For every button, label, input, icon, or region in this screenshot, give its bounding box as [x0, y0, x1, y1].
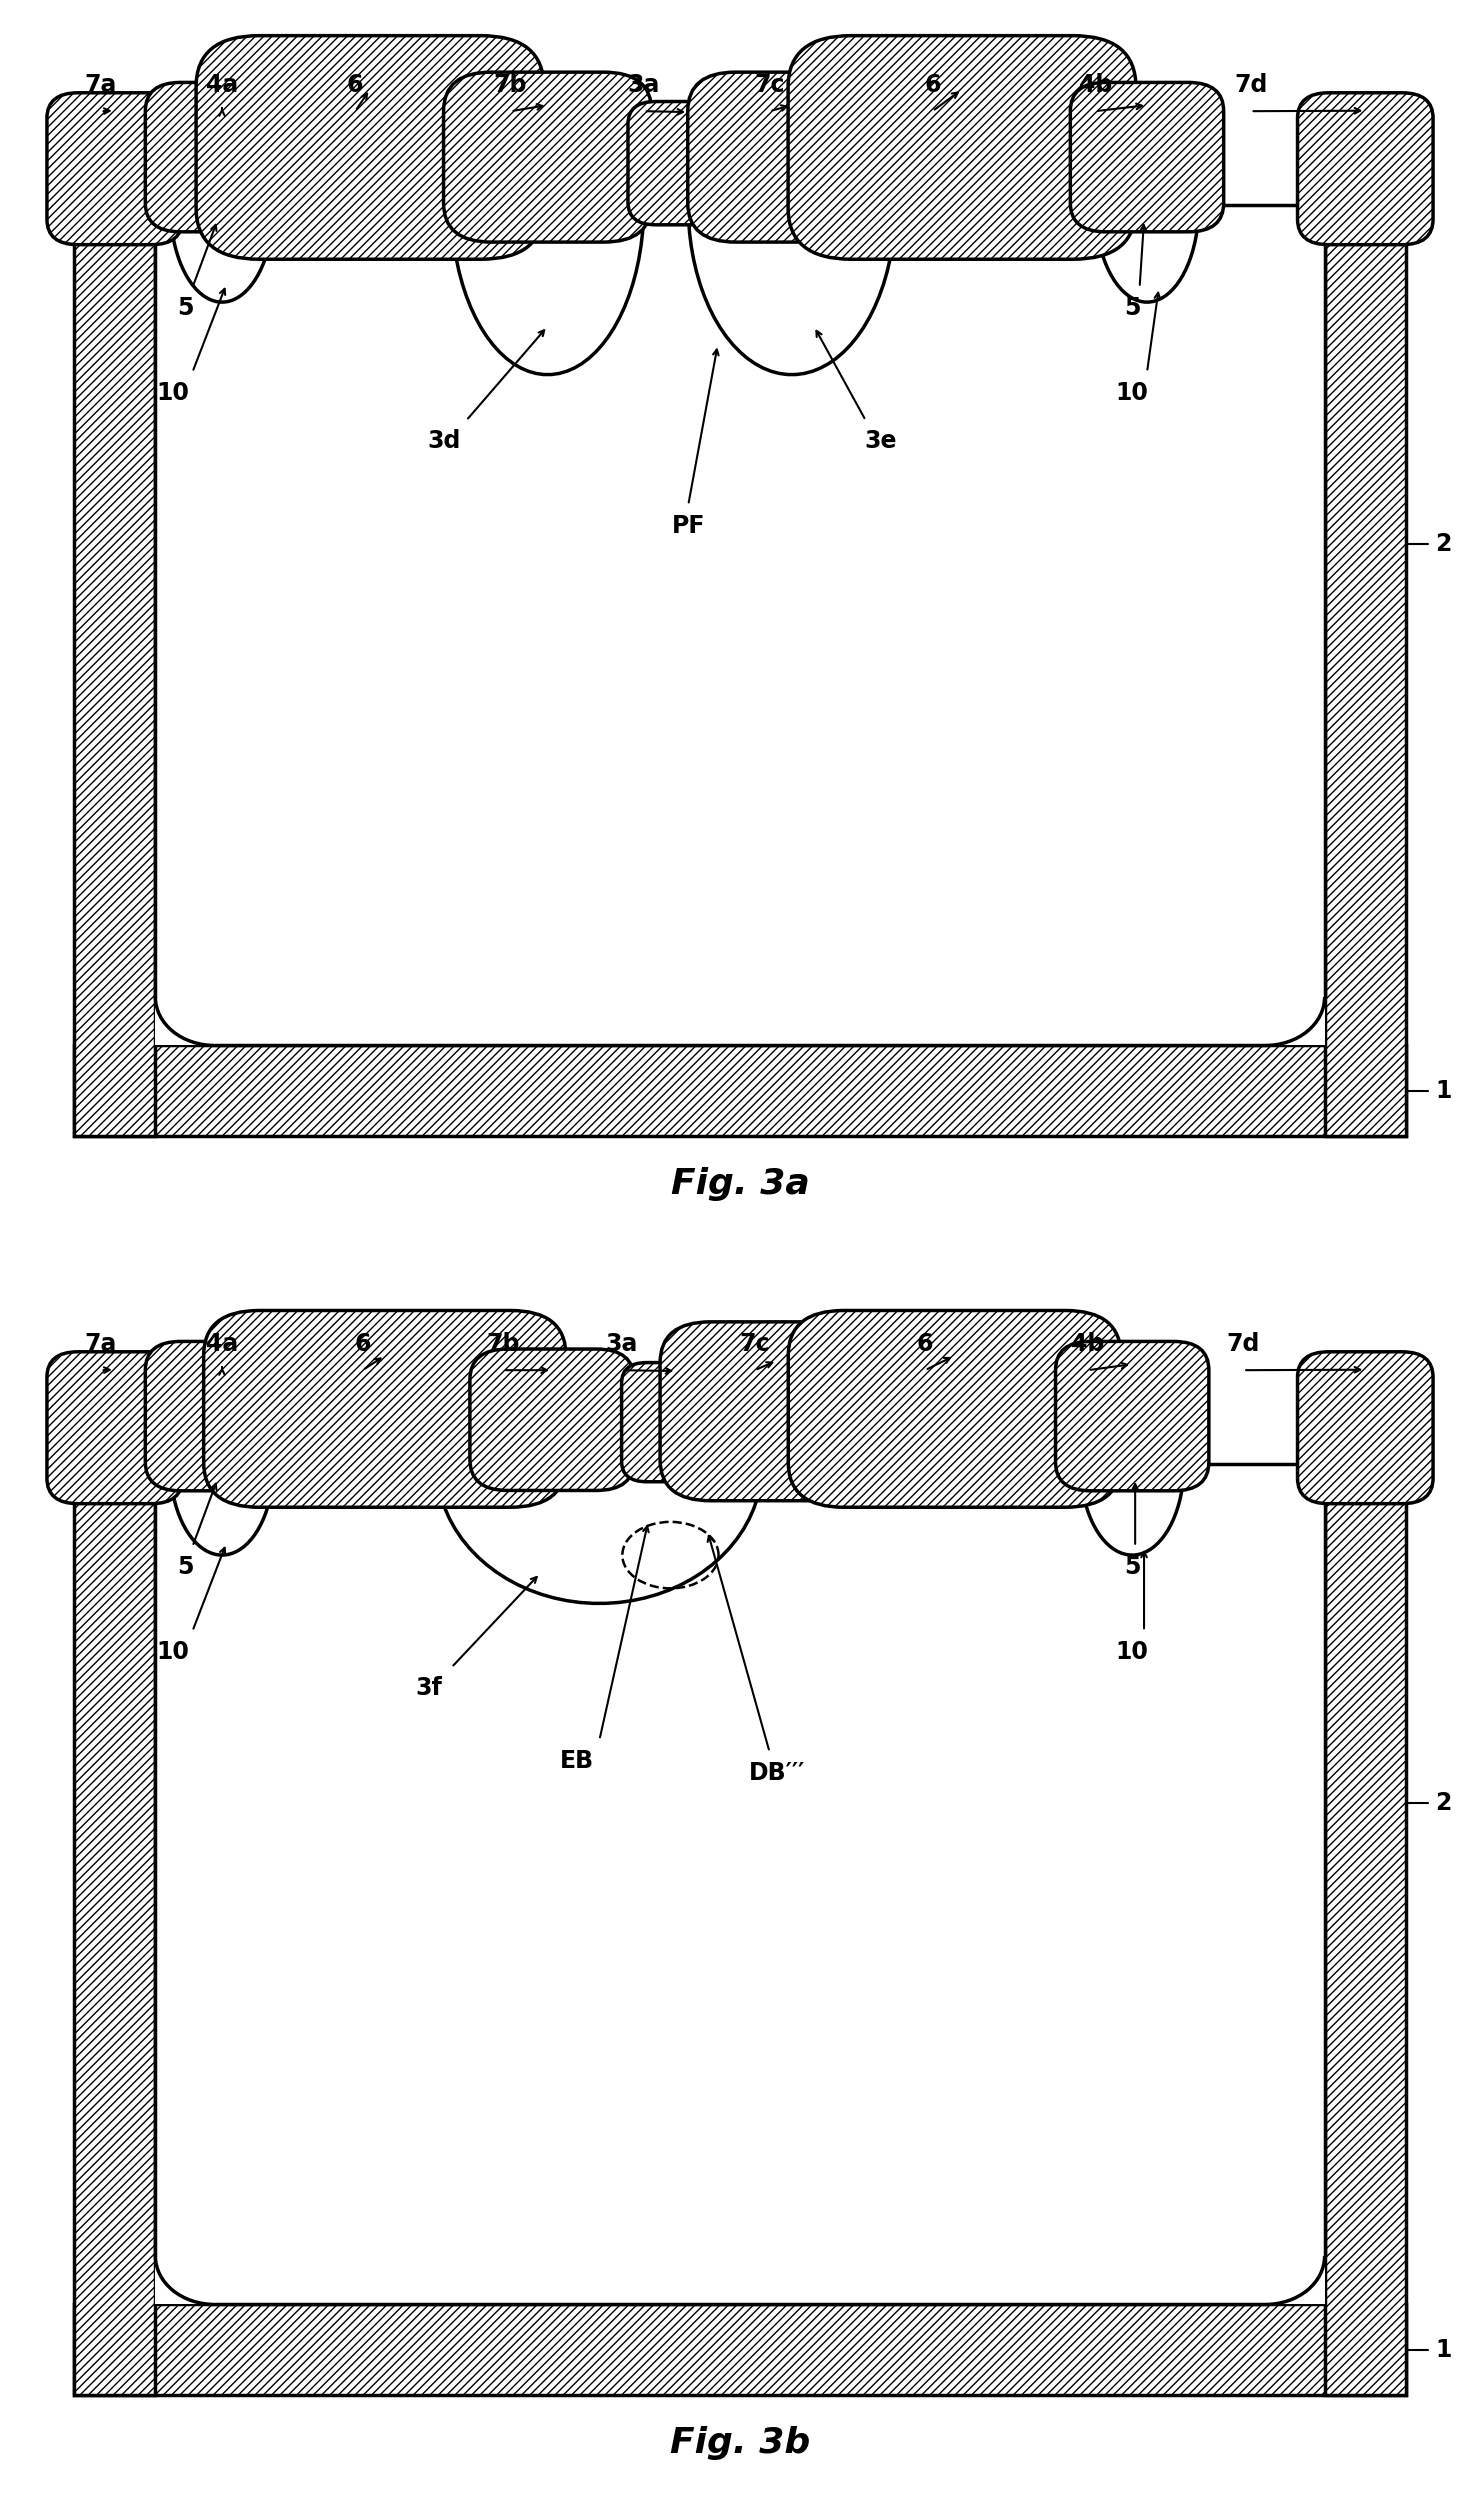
FancyBboxPatch shape — [47, 93, 182, 244]
Bar — [155, 1453, 1325, 2304]
Text: EB: EB — [559, 1747, 595, 1773]
Text: 6: 6 — [354, 1332, 371, 1355]
Text: 10: 10 — [1116, 1639, 1148, 1664]
Bar — [155, 194, 1325, 1045]
FancyBboxPatch shape — [1298, 1352, 1433, 1503]
FancyBboxPatch shape — [444, 73, 651, 242]
Text: 7d: 7d — [1227, 1332, 1259, 1355]
Bar — [74, 194, 155, 1136]
Text: 10: 10 — [157, 1639, 189, 1664]
Text: 6: 6 — [924, 73, 941, 96]
Text: 7a: 7a — [84, 1332, 117, 1355]
Bar — [74, 1453, 155, 2395]
Text: 3a: 3a — [605, 1332, 638, 1355]
FancyBboxPatch shape — [628, 101, 749, 224]
Text: DB′′′: DB′′′ — [749, 1760, 805, 1785]
FancyBboxPatch shape — [204, 1309, 565, 1508]
Text: 7d: 7d — [1234, 73, 1267, 96]
Text: 7c: 7c — [755, 73, 784, 96]
Text: Fig. 3a: Fig. 3a — [670, 1168, 810, 1201]
FancyBboxPatch shape — [789, 35, 1137, 259]
FancyBboxPatch shape — [469, 1350, 633, 1491]
Bar — [74, 2304, 1406, 2395]
Text: 5: 5 — [1123, 297, 1141, 320]
Text: 7b: 7b — [494, 73, 527, 96]
Text: 4a: 4a — [206, 73, 238, 96]
Text: 1: 1 — [1436, 2337, 1452, 2362]
FancyBboxPatch shape — [789, 1309, 1120, 1508]
FancyBboxPatch shape — [145, 83, 299, 232]
Text: 4a: 4a — [206, 1332, 238, 1355]
Text: 3f: 3f — [416, 1677, 443, 1700]
Text: 5: 5 — [176, 1556, 194, 1579]
Text: PF: PF — [672, 514, 704, 539]
Text: 5: 5 — [176, 297, 194, 320]
Text: 2: 2 — [1436, 1790, 1452, 1815]
Text: 7c: 7c — [740, 1332, 770, 1355]
Text: 10: 10 — [1116, 380, 1148, 405]
Text: 3e: 3e — [864, 428, 897, 453]
Text: 3d: 3d — [428, 428, 460, 453]
Text: 5: 5 — [1123, 1556, 1141, 1579]
Text: 4b: 4b — [1072, 1332, 1104, 1355]
Bar — [74, 1045, 1406, 1136]
Text: 6: 6 — [916, 1332, 934, 1355]
Text: 7b: 7b — [487, 1332, 519, 1355]
FancyBboxPatch shape — [47, 1352, 182, 1503]
FancyBboxPatch shape — [145, 1342, 299, 1491]
Bar — [1325, 1453, 1406, 2395]
FancyBboxPatch shape — [1055, 1342, 1209, 1491]
Text: Fig. 3b: Fig. 3b — [670, 2427, 810, 2460]
FancyBboxPatch shape — [195, 35, 543, 259]
FancyBboxPatch shape — [688, 73, 895, 242]
Text: 2: 2 — [1436, 531, 1452, 556]
Text: 7a: 7a — [84, 73, 117, 96]
Text: 10: 10 — [157, 380, 189, 405]
Text: 3a: 3a — [628, 73, 660, 96]
FancyBboxPatch shape — [622, 1362, 731, 1481]
Text: 4b: 4b — [1079, 73, 1111, 96]
FancyBboxPatch shape — [1070, 83, 1224, 232]
FancyBboxPatch shape — [1298, 93, 1433, 244]
Text: 1: 1 — [1436, 1078, 1452, 1103]
Bar — [1325, 194, 1406, 1136]
Text: 6: 6 — [346, 73, 364, 96]
FancyBboxPatch shape — [660, 1322, 894, 1501]
